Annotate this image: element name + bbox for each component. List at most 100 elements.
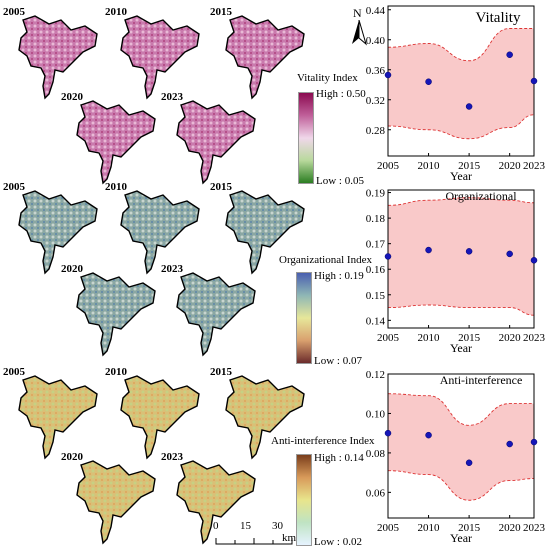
plot-frame-2 xyxy=(387,373,535,519)
data-point-1-1 xyxy=(425,246,432,254)
chart-title-1: Organizational xyxy=(445,189,517,203)
north-arrow: N xyxy=(350,6,368,48)
study-area-map-anti-2010 xyxy=(120,375,200,460)
band-lower-line-1 xyxy=(387,304,535,316)
plot-frame-1 xyxy=(387,189,535,329)
y-tick-label-2-1: 0.08 xyxy=(366,448,386,460)
y-tick-label-0-1: 0.32 xyxy=(366,95,385,107)
x-axis-label-1: Year xyxy=(450,341,472,355)
org-color-bar xyxy=(296,272,312,364)
x-tick-label-0-0: 2005 xyxy=(377,160,400,172)
data-point-0-0 xyxy=(384,71,392,79)
y-tick-label-2-3: 0.12 xyxy=(366,369,385,381)
band-lower-line-0 xyxy=(387,114,535,140)
map-year-label-2010: 2010 xyxy=(105,6,127,18)
anti-high-label: High : 0.14 xyxy=(314,452,364,464)
map-year-label-2020: 2020 xyxy=(61,91,83,103)
scale-unit: km xyxy=(282,532,297,544)
x-tick-label-2-3: 2020 xyxy=(499,522,522,534)
scale-tick-0: 0 xyxy=(213,520,219,532)
study-area-map-org-2023 xyxy=(176,272,256,357)
anti-legend-title: Anti-interference Index xyxy=(271,435,375,447)
y-tick-label-0-0: 0.28 xyxy=(366,125,386,137)
y-tick-label-1-2: 0.16 xyxy=(366,264,386,276)
vitality-low-label: Low : 0.05 xyxy=(316,175,364,187)
map-year-label-2020: 2020 xyxy=(61,451,83,463)
x-tick-label-2-2: 2015 xyxy=(458,522,481,534)
map-year-label-2015: 2015 xyxy=(210,366,232,378)
study-area-map-vitality-2005 xyxy=(18,15,98,100)
study-area-map-vitality-2023 xyxy=(176,100,256,185)
study-area-map-anti-2023 xyxy=(176,460,256,545)
x-tick-label-2-1: 2010 xyxy=(418,522,441,534)
map-year-label-2015: 2015 xyxy=(210,181,232,193)
study-area-map-anti-2015 xyxy=(225,375,305,460)
org-legend-title: Organizational Index xyxy=(279,254,372,266)
study-area-map-org-2005 xyxy=(18,190,98,275)
x-tick-label-0-1: 2010 xyxy=(418,160,441,172)
y-tick-label-0-4: 0.44 xyxy=(366,5,386,17)
y-tick-label-0-2: 0.36 xyxy=(366,65,386,77)
map-year-label-2023: 2023 xyxy=(161,91,183,103)
map-year-label-2023: 2023 xyxy=(161,451,183,463)
map-year-label-2015: 2015 xyxy=(210,6,232,18)
confidence-band-2 xyxy=(388,393,534,501)
study-area-map-org-2015 xyxy=(225,190,305,275)
chart-title-0: Vitality xyxy=(476,10,521,26)
y-tick-label-1-5: 0.19 xyxy=(366,188,386,200)
anti-color-bar xyxy=(296,454,312,546)
study-area-map-vitality-2020 xyxy=(76,100,156,185)
vitality-high-label: High : 0.50 xyxy=(316,88,366,100)
data-point-2-2 xyxy=(465,459,473,467)
data-point-1-3 xyxy=(506,250,513,258)
y-tick-label-1-0: 0.14 xyxy=(366,315,386,327)
study-area-map-anti-2005 xyxy=(18,375,98,460)
vitality-legend-title: Vitality Index xyxy=(297,72,358,84)
x-tick-label-0-4: 2023 xyxy=(523,160,546,172)
scale-bar: 0 15 30 km xyxy=(200,520,310,550)
x-axis-label-0: Year xyxy=(450,169,472,183)
y-tick-label-2-0: 0.06 xyxy=(366,487,386,499)
data-point-2-1 xyxy=(425,431,432,439)
anti-low-label: Low : 0.02 xyxy=(314,536,362,548)
scale-tick-15: 15 xyxy=(240,520,251,532)
y-tick-label-2-2: 0.10 xyxy=(366,408,386,420)
x-tick-label-2-0: 2005 xyxy=(377,522,400,534)
study-area-map-org-2020 xyxy=(76,272,156,357)
data-point-0-3 xyxy=(506,51,513,58)
data-point-0-4 xyxy=(530,77,538,85)
data-point-0-2 xyxy=(465,103,473,110)
x-tick-label-1-0: 2005 xyxy=(377,332,400,344)
data-point-0-1 xyxy=(425,78,432,85)
data-point-1-0 xyxy=(384,253,392,260)
vitality-color-bar xyxy=(298,92,314,184)
data-point-2-3 xyxy=(506,440,513,448)
study-area-map-org-2010 xyxy=(120,190,200,275)
data-point-1-2 xyxy=(465,248,473,255)
org-high-label: High : 0.19 xyxy=(314,270,364,282)
x-tick-label-1-2: 2015 xyxy=(458,332,481,344)
x-tick-label-0-2: 2015 xyxy=(458,160,481,172)
data-point-1-4 xyxy=(530,257,538,264)
map-year-label-2010: 2010 xyxy=(105,181,127,193)
x-tick-label-2-4: 2023 xyxy=(523,522,546,534)
x-tick-label-0-3: 2020 xyxy=(499,160,522,172)
study-area-map-anti-2020 xyxy=(76,460,156,545)
chart-title-2: Anti-interference xyxy=(440,373,523,387)
band-upper-line-0 xyxy=(387,28,534,62)
study-area-map-vitality-2015 xyxy=(225,15,305,100)
study-area-map-vitality-2010 xyxy=(120,15,200,100)
plot-frame-0 xyxy=(387,5,535,157)
map-year-label-2005: 2005 xyxy=(3,366,25,378)
x-tick-label-1-4: 2023 xyxy=(523,332,546,344)
map-year-label-2023: 2023 xyxy=(161,263,183,275)
map-year-label-2005: 2005 xyxy=(3,6,25,18)
data-point-2-0 xyxy=(384,429,392,437)
north-label: N xyxy=(353,6,362,20)
band-lower-line-2 xyxy=(387,470,535,501)
scale-tick-30: 30 xyxy=(272,520,283,532)
map-year-label-2005: 2005 xyxy=(3,181,25,193)
band-upper-line-1 xyxy=(387,197,535,206)
y-tick-label-0-3: 0.40 xyxy=(366,35,386,47)
org-low-label: Low : 0.07 xyxy=(314,355,362,367)
